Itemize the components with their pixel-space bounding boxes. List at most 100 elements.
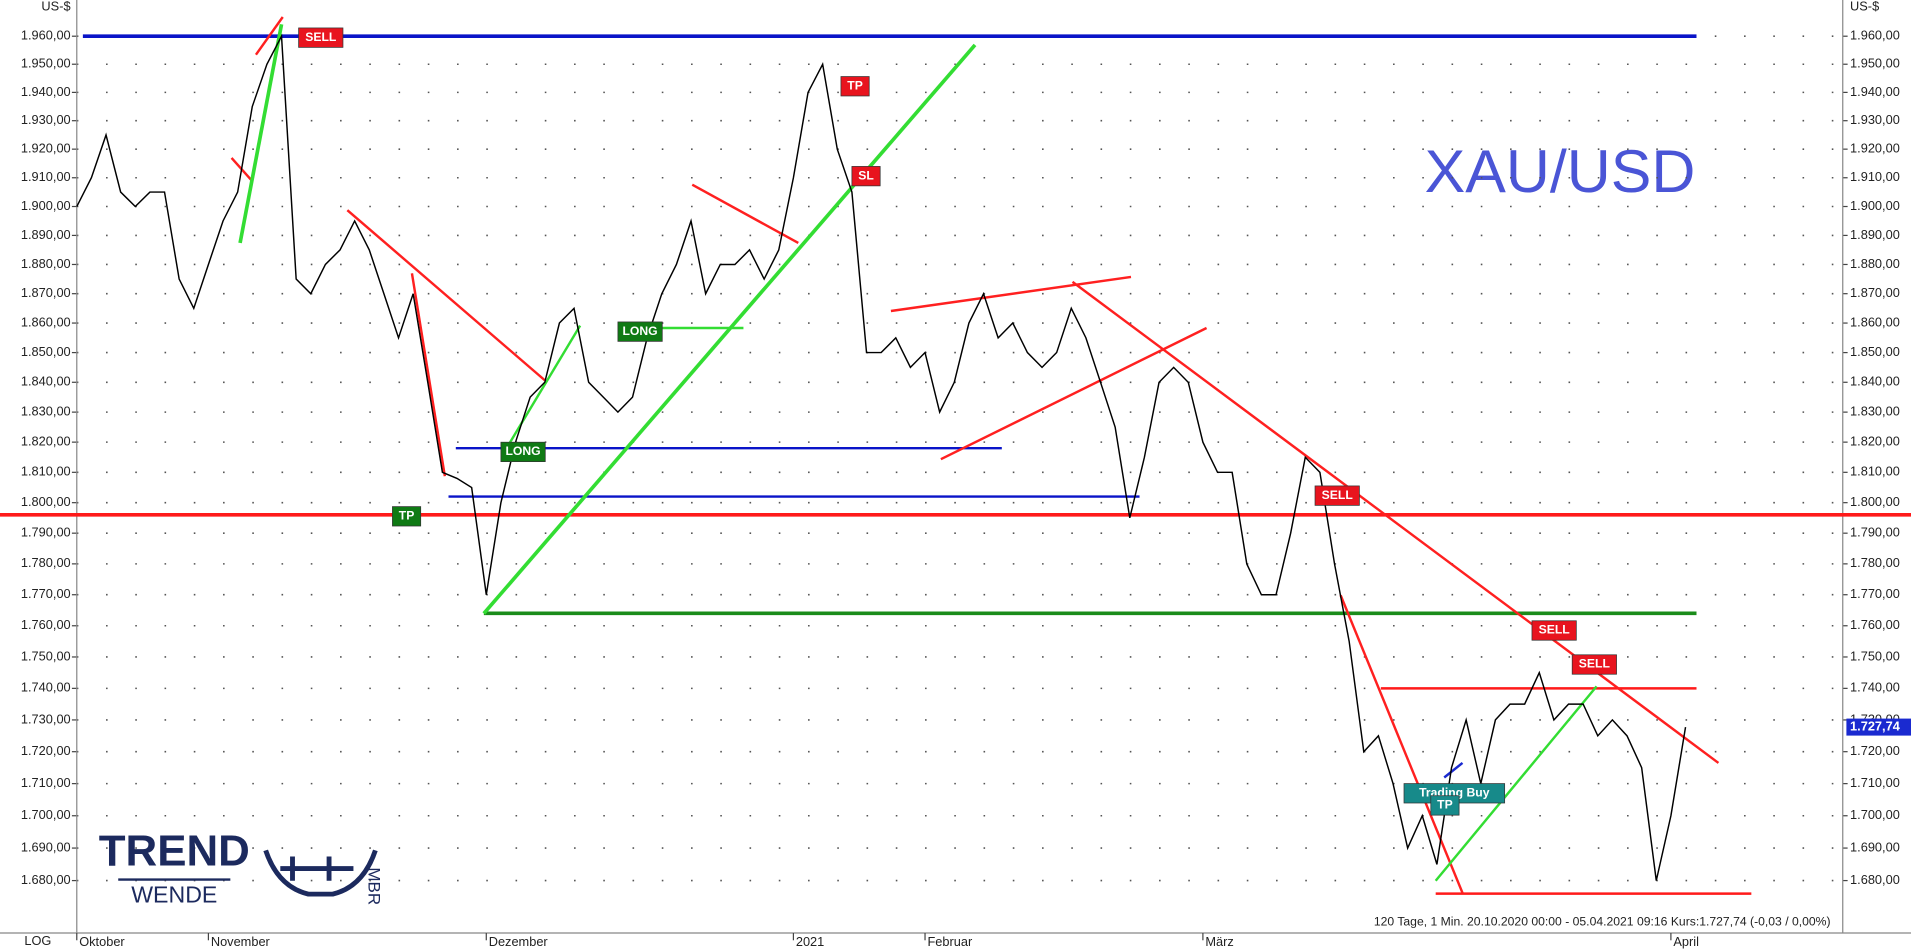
y-tick-label: 1.930,00 bbox=[21, 112, 71, 127]
y-tick-label: 1.720,00 bbox=[21, 743, 71, 758]
y-tick-label: 1.960,00 bbox=[1850, 28, 1900, 43]
y-tick-label: 1.790,00 bbox=[21, 525, 71, 540]
annotation-text: LONG bbox=[505, 444, 540, 458]
y-tick-label: 1.810,00 bbox=[21, 464, 71, 479]
scale-label: LOG bbox=[24, 933, 51, 948]
y-tick-label: 1.790,00 bbox=[1850, 525, 1900, 540]
annotation-box bbox=[1314, 485, 1360, 506]
annotation-text: SELL bbox=[1322, 488, 1354, 502]
y-tick-label: 1.680,00 bbox=[21, 872, 71, 887]
y-unit-left: US-$ bbox=[41, 0, 70, 14]
trend-line bbox=[410, 273, 447, 477]
y-tick-label: 1.770,00 bbox=[1850, 586, 1900, 601]
y-tick-label: 1.880,00 bbox=[1850, 256, 1900, 271]
x-tick-label: November bbox=[211, 934, 271, 949]
y-tick-label: 1.840,00 bbox=[21, 374, 71, 389]
y-tick-label: 1.800,00 bbox=[1850, 494, 1900, 509]
trend-line bbox=[691, 183, 799, 245]
y-tick-label: 1.810,00 bbox=[1850, 464, 1900, 479]
y-tick-label: 1.760,00 bbox=[1850, 617, 1900, 632]
logo-ship bbox=[263, 849, 378, 897]
annotation-box bbox=[500, 441, 546, 463]
x-tick-label: Dezember bbox=[489, 934, 549, 949]
trend-line bbox=[1443, 761, 1464, 779]
logo: TREND WENDE MBR bbox=[99, 827, 384, 908]
trend-line bbox=[890, 275, 1132, 313]
y-tick-label: 1.870,00 bbox=[1850, 285, 1900, 300]
y-tick-label: 1.700,00 bbox=[21, 807, 71, 822]
y-tick-label: 1.780,00 bbox=[1850, 555, 1900, 570]
y-tick-label: 1.710,00 bbox=[21, 775, 71, 790]
y-tick-label: 1.880,00 bbox=[21, 256, 71, 271]
y-tick-label: 1.780,00 bbox=[21, 555, 71, 570]
trend-line bbox=[1071, 280, 1720, 764]
y-tick-label: 1.690,00 bbox=[21, 839, 71, 854]
annotation-text: TP bbox=[1437, 798, 1453, 812]
y-tick-label: 1.860,00 bbox=[21, 314, 71, 329]
y-tick-label: 1.930,00 bbox=[1850, 112, 1900, 127]
y-tick-label: 1.680,00 bbox=[1850, 872, 1900, 887]
annotation-text: LONG bbox=[622, 324, 657, 338]
y-unit-right: US-$ bbox=[1850, 0, 1879, 14]
y-tick-label: 1.750,00 bbox=[21, 648, 71, 663]
x-tick-label: 2021 bbox=[796, 934, 824, 949]
annotation-text: SELL bbox=[1539, 623, 1571, 637]
y-tick-label: 1.910,00 bbox=[1850, 169, 1900, 184]
y-tick-label: 1.890,00 bbox=[1850, 227, 1900, 242]
y-tick-label: 1.900,00 bbox=[21, 198, 71, 213]
y-tick-label: 1.890,00 bbox=[21, 227, 71, 242]
x-tick-label: Oktober bbox=[79, 934, 125, 949]
y-tick-label: 1.700,00 bbox=[1850, 807, 1900, 822]
y-tick-label: 1.910,00 bbox=[21, 169, 71, 184]
price-box bbox=[1846, 718, 1911, 736]
trend-line bbox=[1434, 685, 1598, 882]
annotation-box bbox=[851, 166, 881, 187]
trend-line bbox=[254, 16, 284, 56]
price-label: 1.727,74 bbox=[1850, 718, 1901, 733]
annotation-text: SELL bbox=[1579, 657, 1611, 671]
y-tick-label: 1.760,00 bbox=[21, 617, 71, 632]
annotation-box bbox=[1571, 654, 1617, 675]
y-tick-label: 1.850,00 bbox=[21, 344, 71, 359]
x-tick-label: Februar bbox=[927, 934, 973, 949]
y-tick-label: 1.730,00 bbox=[21, 711, 71, 726]
y-tick-label: 1.850,00 bbox=[1850, 344, 1900, 359]
annotation-box bbox=[840, 76, 870, 97]
annotation-box bbox=[298, 27, 344, 48]
y-tick-label: 1.740,00 bbox=[1850, 680, 1900, 695]
annotation-text: SL bbox=[858, 168, 874, 182]
annotation-text: TP bbox=[399, 509, 415, 523]
y-tick-label: 1.870,00 bbox=[21, 285, 71, 300]
logo-mark: MBR bbox=[364, 867, 383, 905]
x-tick-label: April bbox=[1673, 934, 1699, 949]
watermark: XAU/USD bbox=[1425, 137, 1696, 205]
y-tick-label: 1.820,00 bbox=[21, 434, 71, 449]
footer: 120 Tage, 1 Min. 20.10.2020 00:00 - 05.0… bbox=[1374, 914, 1831, 928]
trend-line bbox=[346, 209, 546, 382]
y-tick-label: 1.900,00 bbox=[1850, 198, 1900, 213]
trend-line bbox=[238, 23, 284, 244]
annotation-text: TP bbox=[847, 78, 863, 92]
annotation-box bbox=[392, 506, 422, 527]
trend-line bbox=[1339, 594, 1464, 894]
annotation-box bbox=[1430, 795, 1460, 816]
y-tick-label: 1.800,00 bbox=[21, 494, 71, 509]
y-tick-label: 1.820,00 bbox=[1850, 434, 1900, 449]
logo-text: TREND bbox=[99, 827, 250, 876]
y-tick-label: 1.950,00 bbox=[1850, 56, 1900, 71]
y-tick-label: 1.710,00 bbox=[1850, 775, 1900, 790]
y-tick-label: 1.690,00 bbox=[1850, 839, 1900, 854]
price-line bbox=[76, 33, 1687, 881]
y-tick-label: 1.740,00 bbox=[21, 680, 71, 695]
y-tick-label: 1.940,00 bbox=[21, 84, 71, 99]
y-tick-label: 1.830,00 bbox=[1850, 404, 1900, 419]
annotation-text: SELL bbox=[305, 30, 337, 44]
annotation-box bbox=[1531, 620, 1577, 641]
y-tick-label: 1.940,00 bbox=[1850, 84, 1900, 99]
y-tick-label: 1.950,00 bbox=[21, 56, 71, 71]
y-tick-label: 1.960,00 bbox=[21, 28, 71, 43]
x-tick-label: März bbox=[1205, 934, 1233, 949]
